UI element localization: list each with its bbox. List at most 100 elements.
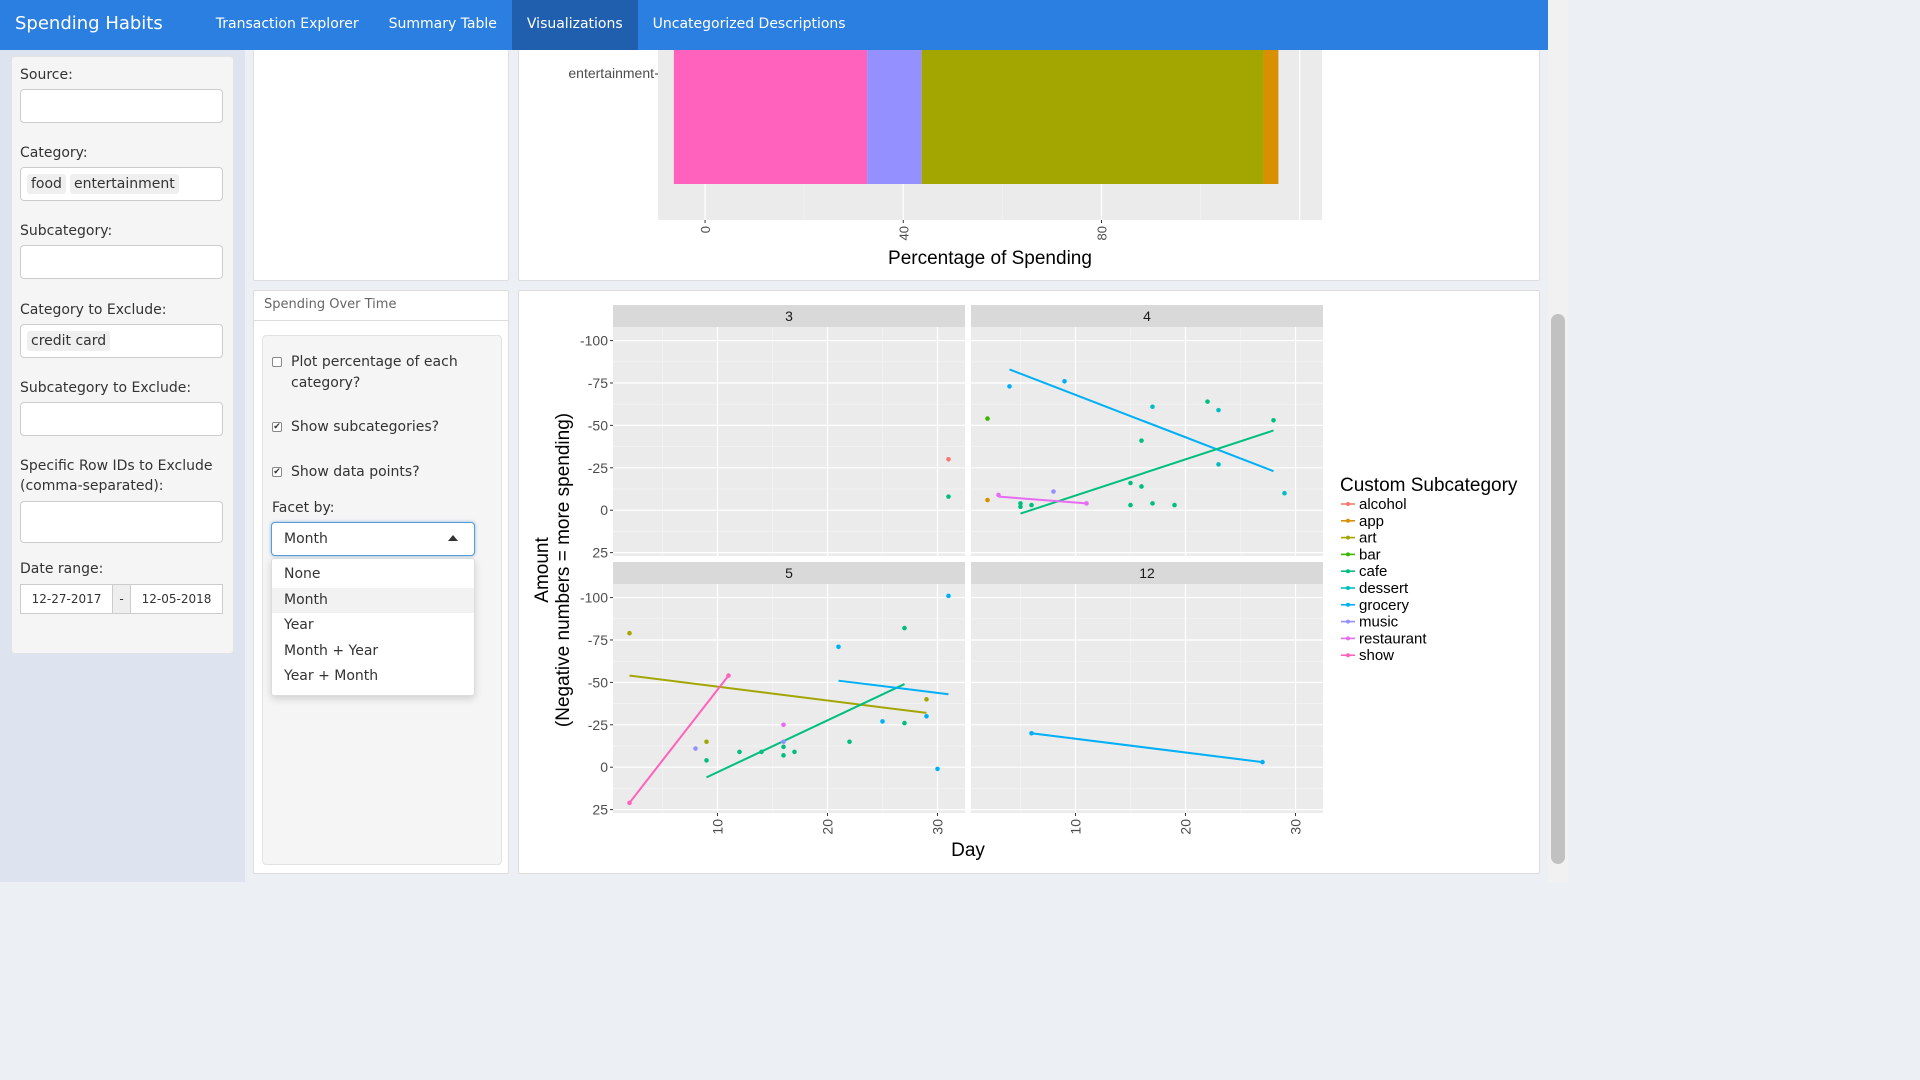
date-range: 12-27-2017 - 12-05-2018 <box>20 584 223 614</box>
y-tick-label: -100 <box>580 333 608 349</box>
plot-percentage-checkbox[interactable] <box>272 357 282 367</box>
data-point-alcohol <box>946 457 951 462</box>
facet-option-month-year[interactable]: Month + Year <box>284 642 379 659</box>
row-ids-input[interactable] <box>20 501 223 543</box>
data-point-cafe <box>1018 504 1023 510</box>
data-point-grocery <box>1062 378 1067 384</box>
y-tick-label: -50 <box>588 674 608 690</box>
facet-strip <box>971 305 1323 327</box>
source-input[interactable] <box>20 89 223 123</box>
page-scrollbar[interactable] <box>1548 0 1568 882</box>
legend-key-point <box>1346 569 1350 574</box>
tab-transaction-explorer[interactable]: Transaction Explorer <box>215 16 359 32</box>
y-tick-label: -50 <box>588 417 608 433</box>
navbar: Spending Habits Transaction Explorer Sum… <box>0 0 1548 50</box>
x-tick-label: 30 <box>1288 819 1304 835</box>
legend-label: grocery <box>1359 597 1410 614</box>
data-point-restaurant <box>781 722 786 728</box>
x-axis-title: Percentage of Spending <box>888 248 1092 269</box>
data-point-cafe <box>902 720 907 726</box>
y-tick-label: 25 <box>592 802 608 818</box>
app-brand[interactable]: Spending Habits <box>15 13 163 34</box>
subcategory-exclude-input[interactable] <box>20 402 223 436</box>
category-tag[interactable]: food <box>27 174 66 194</box>
data-point-grocery <box>836 644 841 650</box>
tab-uncategorized-descriptions[interactable]: Uncategorized Descriptions <box>652 16 846 32</box>
legend-key-point <box>1346 602 1350 607</box>
tab-visualizations[interactable]: Visualizations <box>511 0 638 50</box>
x-tick-label: 80 <box>1094 226 1109 240</box>
y-tick-label: 0 <box>600 502 608 518</box>
scrollbar-thumb[interactable] <box>1551 314 1565 864</box>
x-tick-label: 0 <box>698 226 713 233</box>
trend-line-grocery <box>1031 732 1263 764</box>
facet-option-year-month[interactable]: Year + Month <box>284 668 379 684</box>
facet-by-label: Facet by: <box>272 500 335 516</box>
facet-option-none[interactable]: None <box>284 566 321 582</box>
data-point-cafe <box>1029 502 1034 508</box>
trend-line-art <box>629 674 927 714</box>
legend-key-point <box>1346 535 1350 540</box>
row-ids-label: Specific Row IDs to Exclude (comma-separ… <box>20 458 213 494</box>
y-tick-label: -75 <box>588 632 608 648</box>
facet-strip <box>613 305 965 327</box>
bar-segment-music <box>867 50 922 184</box>
x-tick-label: 20 <box>1178 819 1194 835</box>
data-point-cafe <box>1172 502 1177 508</box>
plot-background <box>613 327 965 556</box>
facet-strip-label: 12 <box>1139 565 1155 581</box>
show-subcategories-label: Show subcategories? <box>291 419 440 435</box>
data-point-cafe <box>1128 480 1133 486</box>
data-point-grocery <box>946 593 951 599</box>
category-input[interactable]: food entertainment <box>20 167 223 201</box>
legend-label: music <box>1359 614 1399 631</box>
data-point-art <box>627 630 632 636</box>
facet-strip-label: 4 <box>1143 308 1151 324</box>
data-point-app <box>985 497 990 503</box>
chevron-up-icon[interactable] <box>448 535 458 541</box>
x-tick-label: 20 <box>820 819 836 835</box>
data-point-grocery <box>1007 384 1012 389</box>
facet-strip <box>971 562 1323 584</box>
bar-segment-art <box>921 50 1264 184</box>
category-tag[interactable]: entertainment <box>69 174 179 194</box>
subcategory-input[interactable] <box>20 245 223 279</box>
facet-option-year[interactable]: Year <box>284 617 314 633</box>
date-start-input[interactable]: 12-27-2017 <box>20 584 113 614</box>
spending-over-time-chart-panel: 3 -100 -75 -50 -25 0 25 4 5 -100 -75 -50 -25 0 25 10 20 3… <box>518 290 1540 874</box>
category-label: Category: <box>20 145 88 161</box>
legend-label: art <box>1359 530 1377 547</box>
data-point-cafe <box>1018 501 1023 506</box>
data-point-cafe <box>1150 501 1155 506</box>
data-point-cafe <box>781 753 786 758</box>
chart-legend: Custom Subcategoryalcoholappartbarcafede… <box>1340 475 1518 664</box>
date-end-input[interactable]: 12-05-2018 <box>130 584 223 614</box>
category-exclude-input[interactable]: credit card <box>20 324 223 358</box>
data-point-show <box>726 673 731 678</box>
category-exclude-tag[interactable]: credit card <box>27 331 111 351</box>
data-point-restaurant <box>1084 501 1089 506</box>
data-point-grocery <box>880 719 885 724</box>
legend-label: restaurant <box>1359 630 1427 647</box>
legend-key-point <box>1346 636 1350 641</box>
show-subcategories-option[interactable]: ✔ Show subcategories? <box>272 417 439 438</box>
data-point-music <box>693 746 698 751</box>
y-tick-label: -25 <box>588 460 608 476</box>
plot-percentage-option[interactable]: Plot percentage of each category? <box>272 352 482 394</box>
x-axis-title: Day <box>951 840 985 861</box>
legend-key-point <box>1346 502 1350 506</box>
data-point-cafe <box>792 749 797 755</box>
data-point-grocery <box>935 766 940 772</box>
facet-panel-5: 5 -100 -75 -50 -25 0 25 10 20 30 <box>580 562 965 835</box>
source-label: Source: <box>20 67 73 83</box>
facet-option-month[interactable]: Month <box>272 587 474 613</box>
show-subcategories-checkbox[interactable]: ✔ <box>272 422 282 432</box>
show-points-option[interactable]: ✔ Show data points? <box>272 462 420 483</box>
facet-dropdown: None Month Year Month + Year Year + Mont… <box>271 558 475 696</box>
tab-summary-table[interactable]: Summary Table <box>388 16 497 32</box>
data-point-show <box>627 800 632 806</box>
show-points-checkbox[interactable]: ✔ <box>272 467 282 477</box>
facet-panel-4: 4 <box>971 305 1323 556</box>
facet-select[interactable]: Month <box>271 522 475 556</box>
